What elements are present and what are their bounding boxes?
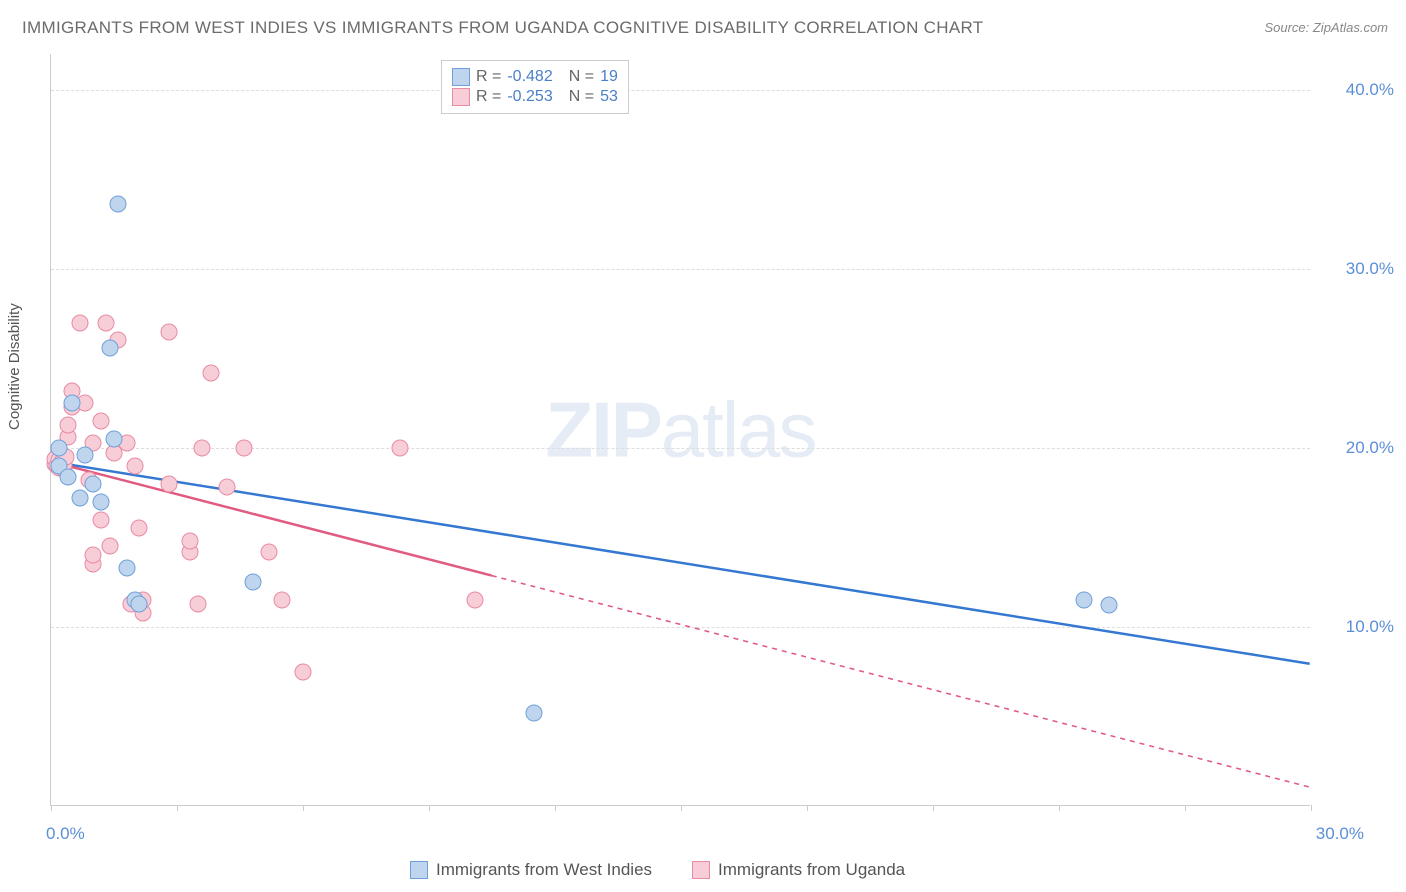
scatter-point: [72, 490, 89, 507]
scatter-point: [261, 543, 278, 560]
legend: Immigrants from West Indies Immigrants f…: [410, 860, 905, 880]
scatter-point: [51, 439, 68, 456]
scatter-point: [76, 447, 93, 464]
scatter-point: [118, 559, 135, 576]
scatter-point: [93, 413, 110, 430]
stats-row: R = -0.482 N = 19: [452, 68, 618, 86]
x-tick: [303, 805, 304, 811]
stat-r-value: -0.482: [507, 68, 552, 86]
legend-label: Immigrants from Uganda: [718, 860, 905, 880]
scatter-point: [106, 430, 123, 447]
scatter-point: [101, 538, 118, 555]
stats-swatch: [452, 68, 470, 86]
x-tick: [1059, 805, 1060, 811]
stats-swatch: [452, 88, 470, 106]
trend-line-dashed: [492, 576, 1310, 788]
trend-line-solid: [51, 462, 1309, 664]
stat-n-label: N =: [569, 68, 594, 86]
scatter-point: [274, 592, 291, 609]
scatter-point: [160, 475, 177, 492]
scatter-point: [97, 314, 114, 331]
scatter-point: [1076, 592, 1093, 609]
stat-r-label: R =: [476, 88, 501, 106]
scatter-point: [295, 663, 312, 680]
scatter-point: [85, 547, 102, 564]
watermark: ZIPatlas: [545, 384, 815, 475]
x-tick: [1185, 805, 1186, 811]
watermark-rest: atlas: [661, 385, 816, 473]
scatter-point: [93, 493, 110, 510]
x-tick: [429, 805, 430, 811]
y-axis-title: Cognitive Disability: [6, 303, 23, 430]
legend-swatch-pink: [692, 861, 710, 879]
stat-r-value: -0.253: [507, 88, 552, 106]
x-tick: [807, 805, 808, 811]
legend-item-uganda: Immigrants from Uganda: [692, 860, 905, 880]
scatter-point: [131, 520, 148, 537]
scatter-point: [64, 395, 81, 412]
correlation-stats-box: R = -0.482 N = 19 R = -0.253 N = 53: [441, 60, 629, 114]
scatter-point: [190, 595, 207, 612]
stat-n-label: N =: [569, 88, 594, 106]
x-tick: [177, 805, 178, 811]
y-tick-label: 30.0%: [1324, 259, 1394, 279]
x-tick-label-min: 0.0%: [46, 824, 85, 844]
plot-area: ZIPatlas 10.0%20.0%30.0%40.0% R =-0.482N…: [50, 54, 1310, 806]
scatter-point: [181, 533, 198, 550]
scatter-point: [59, 416, 76, 433]
stat-r-label: R =: [476, 68, 501, 86]
gridline: [51, 90, 1310, 91]
scatter-point: [219, 479, 236, 496]
stat-n-value: 53: [600, 88, 618, 106]
x-tick: [51, 805, 52, 811]
scatter-point: [467, 592, 484, 609]
stat-n-value: 19: [600, 68, 618, 86]
scatter-point: [131, 595, 148, 612]
legend-label: Immigrants from West Indies: [436, 860, 652, 880]
scatter-point: [72, 314, 89, 331]
source-attribution: Source: ZipAtlas.com: [1264, 20, 1388, 35]
scatter-point: [127, 457, 144, 474]
scatter-point: [526, 704, 543, 721]
chart-title: IMMIGRANTS FROM WEST INDIES VS IMMIGRANT…: [22, 18, 983, 38]
trend-lines: [51, 54, 1310, 805]
gridline: [51, 627, 1310, 628]
gridline: [51, 269, 1310, 270]
scatter-point: [110, 196, 127, 213]
scatter-point: [391, 439, 408, 456]
x-tick-label-max: 30.0%: [1316, 824, 1364, 844]
y-tick-label: 40.0%: [1324, 80, 1394, 100]
scatter-point: [194, 439, 211, 456]
legend-swatch-blue: [410, 861, 428, 879]
scatter-point: [101, 339, 118, 356]
x-tick: [555, 805, 556, 811]
legend-item-west-indies: Immigrants from West Indies: [410, 860, 652, 880]
watermark-bold: ZIP: [545, 385, 660, 473]
scatter-point: [59, 468, 76, 485]
x-tick: [1311, 805, 1312, 811]
scatter-point: [160, 323, 177, 340]
x-tick: [933, 805, 934, 811]
stats-row: R = -0.253 N = 53: [452, 88, 618, 106]
y-tick-label: 20.0%: [1324, 438, 1394, 458]
scatter-point: [202, 364, 219, 381]
scatter-point: [1101, 597, 1118, 614]
scatter-point: [244, 574, 261, 591]
y-tick-label: 10.0%: [1324, 617, 1394, 637]
scatter-point: [236, 439, 253, 456]
x-tick: [681, 805, 682, 811]
scatter-point: [85, 475, 102, 492]
scatter-point: [93, 511, 110, 528]
